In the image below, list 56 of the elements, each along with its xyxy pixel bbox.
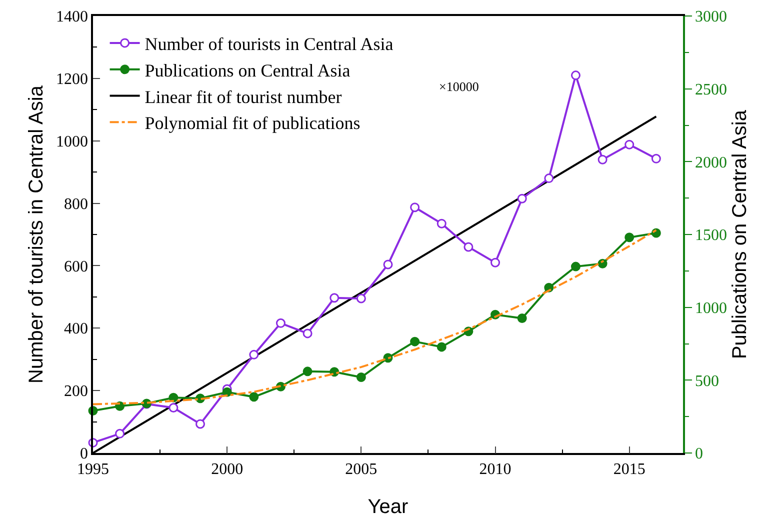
x-tick-label: 2015 bbox=[613, 460, 646, 478]
point bbox=[570, 262, 580, 272]
x-axis-title: Year bbox=[368, 496, 409, 518]
point bbox=[249, 350, 259, 360]
point bbox=[302, 366, 312, 376]
y2-tick-label: 3000 bbox=[694, 8, 727, 26]
y-tick-label: 1400 bbox=[56, 8, 88, 26]
point bbox=[249, 392, 259, 402]
point bbox=[115, 428, 125, 438]
y2-tick-label: 2000 bbox=[694, 154, 727, 172]
point bbox=[276, 318, 286, 328]
y-tick-label: 200 bbox=[64, 383, 88, 400]
point bbox=[436, 218, 446, 228]
x-tick-label: 2000 bbox=[211, 460, 244, 478]
y-tick-label: 1200 bbox=[56, 71, 88, 88]
y-tick-label: 0 bbox=[80, 446, 88, 463]
annotation: ×10000 bbox=[439, 79, 479, 94]
x-tick-label: 2010 bbox=[479, 460, 512, 478]
point bbox=[517, 194, 527, 204]
point bbox=[436, 342, 446, 352]
point bbox=[222, 387, 232, 397]
point bbox=[383, 260, 393, 270]
y-tick-label: 800 bbox=[64, 196, 88, 213]
point bbox=[330, 293, 340, 303]
y-tick-label: 400 bbox=[64, 320, 88, 338]
point bbox=[624, 140, 634, 150]
point bbox=[302, 328, 312, 338]
point bbox=[598, 154, 608, 164]
y2-axis-title: Publications on Central Asia bbox=[728, 109, 751, 360]
point bbox=[168, 402, 178, 412]
legend-label: Number of tourists in Central Asia bbox=[144, 34, 394, 54]
point bbox=[651, 154, 661, 164]
y2-tick-label: 0 bbox=[694, 446, 703, 463]
x-tick-label: 1995 bbox=[77, 460, 109, 478]
y-tick-label: 600 bbox=[64, 258, 88, 276]
point bbox=[570, 70, 580, 80]
legend-label: Linear fit of tourist number bbox=[144, 86, 342, 107]
point bbox=[517, 314, 527, 324]
point bbox=[544, 174, 554, 184]
y2-tick-label: 2500 bbox=[694, 81, 727, 98]
point bbox=[490, 258, 500, 268]
legend-label: Publications on Central Asia bbox=[144, 60, 350, 80]
y2-tick-label: 1500 bbox=[694, 227, 727, 244]
point bbox=[624, 232, 634, 242]
y2-tick-label: 500 bbox=[694, 372, 719, 390]
x-tick-label: 2005 bbox=[345, 460, 378, 478]
point bbox=[464, 242, 474, 252]
y-axis-title: Number of tourists in Central Asia bbox=[26, 84, 48, 384]
point bbox=[356, 372, 366, 382]
y2-tick-label: 1000 bbox=[694, 300, 727, 317]
point bbox=[410, 336, 420, 346]
point bbox=[356, 294, 366, 304]
legend-label: Polynomial fit of publications bbox=[144, 113, 360, 134]
y-tick-label: 1000 bbox=[56, 133, 88, 150]
point bbox=[196, 419, 206, 429]
point bbox=[410, 202, 420, 212]
